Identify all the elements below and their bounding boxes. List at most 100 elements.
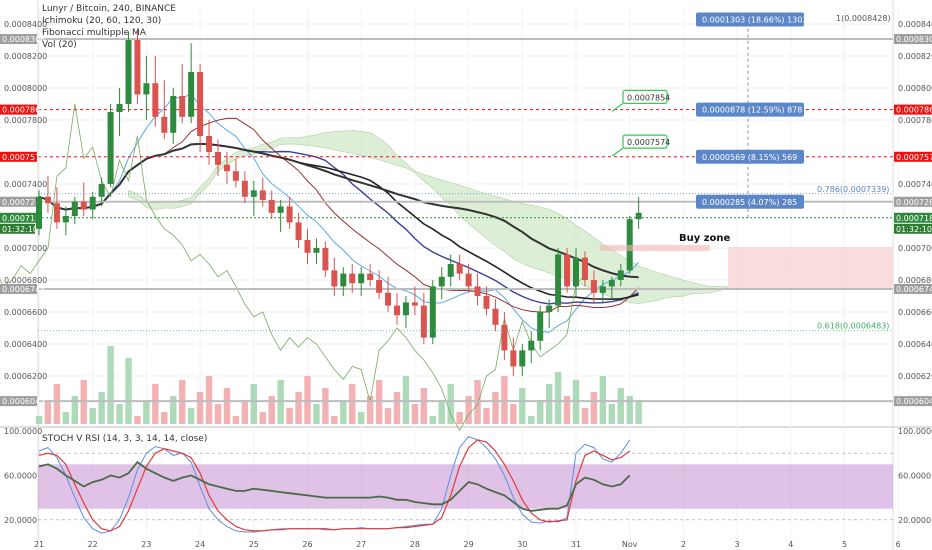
candle-body <box>152 83 159 117</box>
volume-bar <box>187 408 195 424</box>
y-tick-right: 0.0006200 <box>898 372 932 381</box>
candle-body <box>376 280 383 293</box>
y-tick-left: 0.0006200 <box>4 372 47 381</box>
volume-bar <box>196 392 204 424</box>
callout-pointer <box>611 102 624 112</box>
candle-body <box>197 72 204 136</box>
candle-body <box>313 248 320 253</box>
candle-body <box>286 206 293 223</box>
candle-body <box>564 254 571 287</box>
level-tag-right-text: 0.0007865 <box>896 106 932 115</box>
candle-body <box>537 312 544 341</box>
level-tag-left <box>0 212 37 223</box>
volume-bar <box>295 392 302 424</box>
volume-bar <box>259 412 266 424</box>
volume-bar <box>626 396 633 424</box>
measure-text: 0.0000878 (12.59%) 878 <box>702 106 802 115</box>
volume-bar <box>545 384 553 424</box>
candle-body <box>80 201 87 210</box>
candle-body <box>349 273 356 284</box>
y-tick-right: 0.0006800 <box>898 276 932 285</box>
measure-text: 0.0000569 (8.15%) 569 <box>702 153 797 162</box>
fib-label: 0.786(0.0007339) <box>817 185 889 194</box>
candle-body <box>429 286 436 338</box>
volume-bar <box>402 376 410 424</box>
measure-text: 0.0000285 (4.07%) 285 <box>702 198 797 207</box>
candle-body <box>394 305 400 316</box>
volume-bar <box>116 404 123 424</box>
candle-body <box>304 240 311 253</box>
volume-bar <box>554 372 562 424</box>
volume-bar <box>510 404 517 424</box>
candle-body <box>420 305 427 338</box>
measure-box <box>696 12 804 27</box>
measure-box <box>696 194 804 209</box>
level-tag-left-text: 0.0007289 <box>2 198 45 207</box>
y-tick-right: 0.0007400 <box>898 180 932 189</box>
candle-body <box>608 280 615 287</box>
fib-ma-label: Fibonacci multipple MA <box>42 28 147 38</box>
y-tick-right: 0.0008200 <box>898 52 932 61</box>
y-tick-left: 0.0007000 <box>4 244 47 253</box>
callout-box <box>622 89 668 104</box>
x-tick: 26 <box>302 540 312 549</box>
candle-body <box>116 104 123 112</box>
volume-bar <box>286 408 293 424</box>
candle-body <box>125 40 132 104</box>
countdown-tag <box>0 223 35 234</box>
candle-body <box>528 340 535 351</box>
volume-bar <box>635 400 642 424</box>
level-tag-right-text: 0.0007570 <box>896 153 932 162</box>
ma-slow <box>38 142 639 279</box>
level-tag-right-text: 0.0008306 <box>896 35 932 44</box>
candle-body <box>98 184 105 197</box>
candle-body <box>590 280 597 293</box>
y-tick-right: 0.0008000 <box>898 84 932 93</box>
volume-bar <box>420 388 428 424</box>
x-tick: 23 <box>141 540 151 549</box>
y-tick-left: 0.0006800 <box>4 276 47 285</box>
level-tag-left-text: 0.0008306 <box>2 35 45 44</box>
chart-title: Lunyr / Bitcoin, 240, BINANCE <box>42 4 176 14</box>
level-tag-right <box>894 396 932 407</box>
stoch-tick-right: 60.0000 <box>898 471 931 480</box>
level-tag-left <box>0 283 37 294</box>
volume-bar <box>134 416 141 424</box>
x-tick: 6 <box>896 540 901 549</box>
candle-body <box>340 273 347 287</box>
volume-bar <box>528 416 535 424</box>
volume-bar <box>232 416 240 424</box>
volume-bar <box>313 404 320 424</box>
x-tick: 5 <box>842 540 847 549</box>
volume-bar <box>608 404 615 424</box>
volume-bar <box>465 396 472 424</box>
y-tick-right: 0.0007800 <box>898 116 932 125</box>
candle-body <box>501 324 508 351</box>
candle-body <box>546 305 553 312</box>
candle-body <box>179 96 186 117</box>
volume-bar <box>89 408 96 424</box>
volume-bar <box>358 412 365 424</box>
candle-body <box>599 286 606 293</box>
volume-bar <box>501 376 508 424</box>
buy-zone-label: Buy zone <box>679 233 731 244</box>
candle-body <box>241 180 248 197</box>
candle-body <box>456 264 463 274</box>
stoch-series <box>38 439 631 532</box>
y-tick-left: 0.0007800 <box>4 116 47 125</box>
candlesticks[interactable] <box>36 30 642 376</box>
annotations: 0.0001303 (18.66%) 1303 0.0000878 (12.59%… <box>38 12 893 332</box>
candle-body <box>295 222 302 240</box>
candle-body <box>170 96 177 133</box>
volume-bar <box>456 412 463 424</box>
countdown-tag <box>894 223 932 234</box>
volume-bar <box>349 384 356 424</box>
volume-bar <box>44 400 52 424</box>
candle-body <box>358 273 365 284</box>
candle-body <box>581 257 588 280</box>
countdown-text: 01:32:10 <box>2 225 38 234</box>
candle-body <box>438 276 445 287</box>
x-tick: 24 <box>195 540 205 549</box>
y-tick-right: 0.0007000 <box>898 244 932 253</box>
